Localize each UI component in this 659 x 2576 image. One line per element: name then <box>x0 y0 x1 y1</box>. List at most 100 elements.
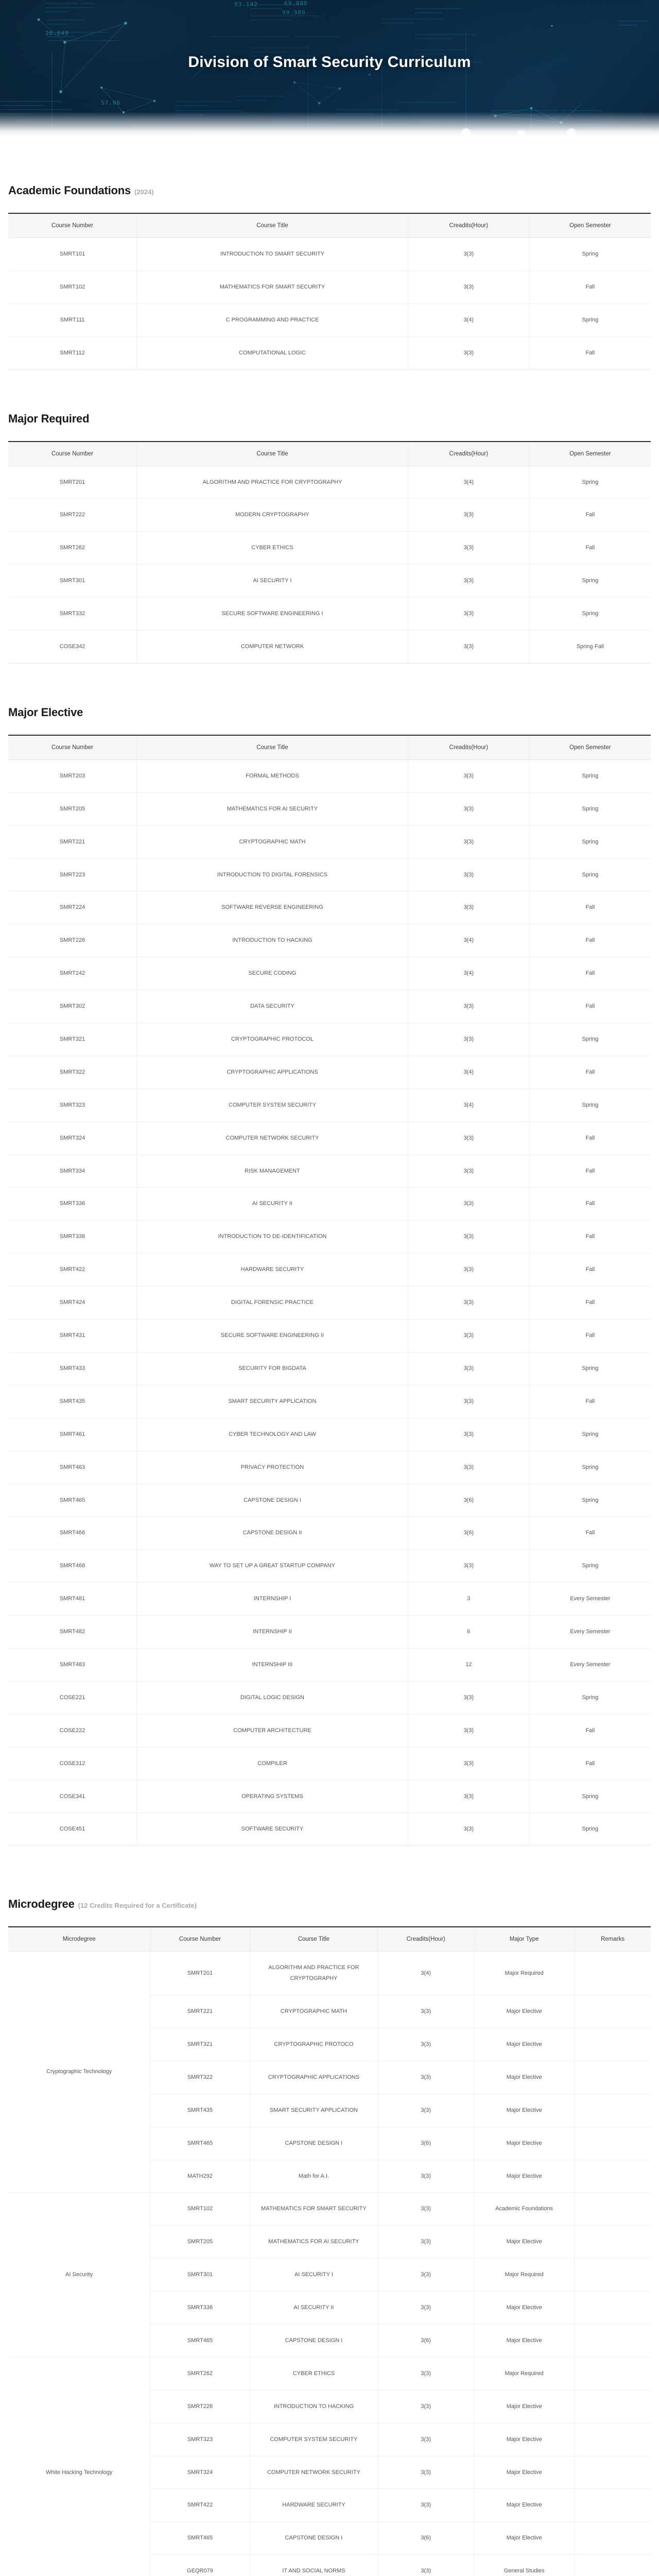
cell-credits: 3(3) <box>408 498 530 532</box>
table-row: SMRT465 CAPSTONE DESIGN I 3(6) Spring <box>8 1484 651 1517</box>
cell-major-type: Academic Foundations <box>474 2192 575 2226</box>
cell-course-number: SMRT483 <box>8 1648 137 1682</box>
cell-credits: 3(3) <box>408 270 530 304</box>
cell-course-number: COSE312 <box>8 1747 137 1781</box>
cell-credits: 3(3) <box>377 2225 475 2259</box>
section-major-elective: Major Elective Course Number Course Titl… <box>0 706 659 1846</box>
cell-credits: 3(3) <box>408 1253 530 1287</box>
cell-open-semester: Fall <box>529 531 651 565</box>
cell-open-semester: Spring <box>529 858 651 892</box>
cell-remarks <box>574 2324 651 2358</box>
table-row: SMRT422 HARDWARE SECURITY 3(3) Fall <box>8 1253 651 1287</box>
cell-credits: 3(3) <box>377 2423 475 2456</box>
cell-credits: 3(3) <box>377 2488 475 2522</box>
cell-major-type: Major Required <box>474 1951 575 1996</box>
spacer <box>0 370 659 412</box>
cell-course-title: SMART SECURITY APPLICATION <box>250 2094 378 2127</box>
cell-course-number: SMRT242 <box>8 957 137 991</box>
table-row: SMRT431 SECURE SOFTWARE ENGINEERING II 3(3… <box>8 1319 651 1352</box>
section-major-required: Major Required Course Number Course Titl… <box>0 412 659 664</box>
cell-open-semester: Fall <box>529 336 651 370</box>
cell-course-title: HARDWARE SECURITY <box>136 1253 408 1287</box>
hero-fade <box>0 112 659 137</box>
column-header-course-title: Course Title <box>136 735 408 760</box>
column-header-course-title: Course Title <box>136 213 408 238</box>
cell-course-number: SMRT465 <box>150 2521 250 2555</box>
table-row: SMRT102 MATHEMATICS FOR SMART SECURITY 3(3… <box>8 270 651 304</box>
cell-open-semester: Spring <box>529 564 651 598</box>
cell-course-title: INTRODUCTION TO HACKING <box>136 924 408 958</box>
table-row: SMRT112 COMPUTATIONAL LOGIC 3(3) Fall <box>8 336 651 370</box>
cell-open-semester: Spring <box>529 825 651 859</box>
cell-credits: 3(4) <box>408 1089 530 1122</box>
cell-course-title: DIGITAL FORENSIC PRACTICE <box>136 1286 408 1320</box>
column-header-credits: Creadits(Hour) <box>377 1927 475 1952</box>
cell-course-number: SMRT463 <box>8 1451 137 1484</box>
section-heading-text: Microdegree <box>8 1897 75 1911</box>
cell-remarks <box>574 2192 651 2226</box>
table-row: AI Security SMRT102 MATHEMATICS FOR SMART … <box>8 2192 651 2358</box>
cell-course-title: INTERNSHIP II <box>136 1615 408 1649</box>
hero-spacer <box>0 137 659 184</box>
cell-course-title: AI SECURITY II <box>136 1187 408 1221</box>
cell-major-type: Major Required <box>474 2258 575 2292</box>
cell-course-number: GEQR079 <box>150 2554 250 2576</box>
cell-course-title: MATHEMATICS FOR SMART SECURITY <box>136 270 408 304</box>
section-heading-academic-foundations: Academic Foundations (2024) <box>8 184 651 197</box>
table-microdegree: Microdegree Course Number Course Title C… <box>8 1926 651 2576</box>
cell-course-title: SOFTWARE REVERSE ENGINEERING <box>136 891 408 925</box>
cell-open-semester: Fall <box>529 1122 651 1155</box>
table-row: SMRT323 COMPUTER SYSTEM SECURITY 3(3) Major… <box>8 2423 651 2456</box>
table-row: SMRT463 PRIVACY PROTECTION 3(3) Spring <box>8 1451 651 1484</box>
cell-course-title: WAY TO SET UP A GREAT STARTUP COMPANY <box>136 1549 408 1583</box>
cell-course-number: COSE342 <box>8 630 137 664</box>
cell-remarks <box>574 2521 651 2555</box>
cell-credits: 3(3) <box>408 759 530 793</box>
table-row: SMRT321 CRYPTOGRAPHIC PROTOCOL 3(3) Spring <box>8 1023 651 1056</box>
cell-course-number: SMRT336 <box>8 1187 137 1221</box>
column-header-course-number: Course Number <box>8 213 137 238</box>
cell-credits: 3(3) <box>408 990 530 1024</box>
cell-course-number: SMRT321 <box>8 1023 137 1056</box>
cell-course-number: SMRT334 <box>8 1155 137 1188</box>
cell-remarks <box>574 2291 651 2325</box>
curriculum-page: Academic Foundations (2024) Course Number… <box>0 137 659 2576</box>
cell-course-title: CAPSTONE DESIGN I <box>250 2521 378 2555</box>
cell-course-title: AI SECURITY I <box>250 2258 378 2292</box>
cell-credits: 3(4) <box>408 1056 530 1089</box>
cell-course-title: COMPUTATIONAL LOGIC <box>136 336 408 370</box>
cell-open-semester: Spring <box>529 1780 651 1814</box>
cell-open-semester: Spring <box>529 759 651 793</box>
cell-credits: 3(3) <box>408 858 530 892</box>
table-academic-foundations: Course Number Course Title Creadits(Hour… <box>8 213 651 370</box>
table-row: SMRT203 FORMAL METHODS 3(3) Spring <box>8 759 651 793</box>
table-row: SMRT483 INTERNSHIP III 12 Every Semester <box>8 1648 651 1682</box>
table-row: SMRT262 CYBER ETHICS 3(3) Fall <box>8 531 651 565</box>
cell-course-title: SOFTWARE SECURITY <box>136 1812 408 1846</box>
page-hero-banner: 26.649 57.96 93.142 69.080 99.989 Divisi… <box>0 0 659 137</box>
cell-credits: 3(3) <box>408 1451 530 1484</box>
cell-course-title: INTRODUCTION TO HACKING <box>250 2390 378 2424</box>
section-heading-note: (12 Credits Required for a Certificate) <box>78 1902 197 1910</box>
section-heading-microdegree: Microdegree (12 Credits Required for a Ce… <box>8 1897 651 1911</box>
column-header-major-type: Major Type <box>474 1927 575 1952</box>
table-row: COSE312 COMPILER 3(3) Fall <box>8 1747 651 1781</box>
cell-remarks <box>574 2225 651 2259</box>
column-header-remarks: Remarks <box>574 1927 651 1952</box>
cell-open-semester: Fall <box>529 957 651 991</box>
table-row: SMRT205 MATHEMATICS FOR AI SECURITY 3(3) Ma… <box>8 2225 651 2259</box>
table-row: SMRT435 SMART SECURITY APPLICATION 3(3) Maj… <box>8 2094 651 2127</box>
cell-remarks <box>574 2094 651 2127</box>
table-row: SMRT322 CRYPTOGRAPHIC APPLICATIONS 3(3) Maj… <box>8 2061 651 2094</box>
cell-course-title: Math for A.I. <box>250 2160 378 2193</box>
cell-open-semester: Spring <box>529 466 651 499</box>
column-header-credits: Creadits(Hour) <box>408 213 530 238</box>
cell-credits: 3(6) <box>408 1484 530 1517</box>
table-row: SMRT336 AI SECURITY II 3(3) Major Elective <box>8 2291 651 2325</box>
cell-course-title: RISK MANAGEMENT <box>136 1155 408 1188</box>
cell-remarks <box>574 2061 651 2094</box>
cell-open-semester: Spring <box>529 238 651 271</box>
table-major-required: Course Number Course Title Creadits(Hour… <box>8 440 651 664</box>
column-header-credits: Creadits(Hour) <box>408 735 530 760</box>
cell-course-title: DATA SECURITY <box>136 990 408 1024</box>
